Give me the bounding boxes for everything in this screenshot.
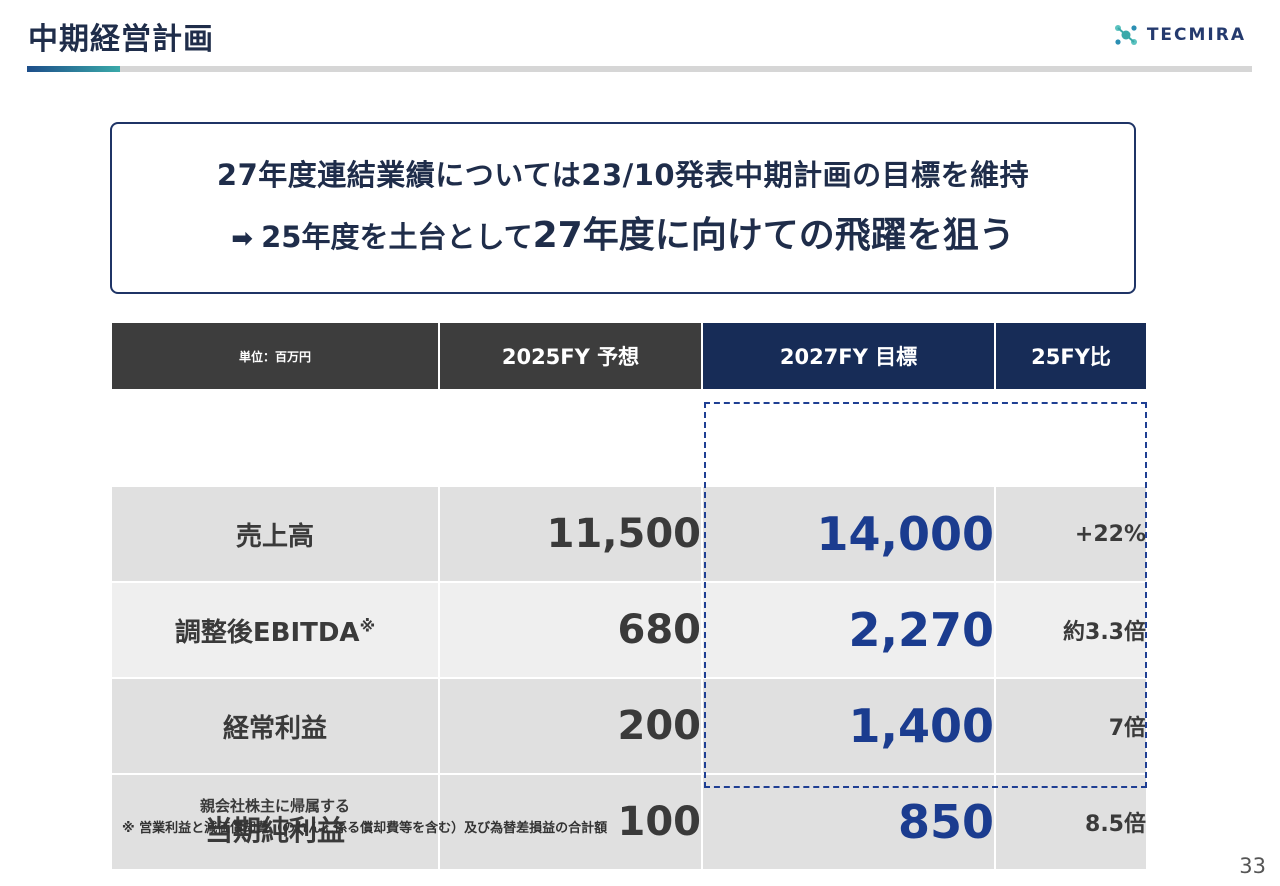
- row-label: 経常利益: [110, 677, 440, 775]
- table-row: 親会社株主に帰属する 当期純利益 100 850 8.5倍: [110, 773, 1148, 871]
- logo-text: TECMIRA: [1146, 25, 1246, 45]
- key-message-line2-part1: 25年度を土台として: [261, 220, 533, 254]
- fy2027-value: 14,000: [701, 485, 996, 583]
- row-label: 売上高: [110, 485, 440, 583]
- key-message-box: 27年度連結業績については23/10発表中期計画の目標を維持 ➡ 25年度を土台と…: [110, 122, 1136, 294]
- tecmira-logo-icon: [1114, 25, 1137, 45]
- row-label-cell: 親会社株主に帰属する 当期純利益: [110, 773, 440, 871]
- fy2025-value: 200: [438, 677, 703, 775]
- table-header-row: 単位：百万円 2025FY 予想 2027FY 目標 25FY比: [110, 321, 1148, 391]
- arrow-right-icon: ➡: [231, 224, 254, 254]
- table-row: 調整後EBITDA※ 680 2,270 約3.3倍: [110, 581, 1148, 679]
- ratio-value: 約3.3倍: [994, 581, 1148, 679]
- page-title: 中期経営計画: [28, 22, 214, 57]
- fy2027-value: 1,400: [701, 677, 996, 775]
- ratio-value: 7倍: [994, 677, 1148, 775]
- table-row: 売上高 11,500 14,000 +22%: [110, 485, 1148, 583]
- header-ratio: 25FY比: [994, 321, 1148, 391]
- footnote-mark: ※: [359, 615, 376, 635]
- header-unit: 単位：百万円: [110, 321, 440, 391]
- key-message-line1: 27年度連結業績については23/10発表中期計画の目標を維持: [216, 158, 1030, 192]
- header-divider: [27, 66, 1252, 72]
- page-number: 33: [1239, 854, 1266, 878]
- header-divider-accent: [27, 66, 120, 72]
- row-sublabel: 親会社株主に帰属する: [199, 797, 350, 815]
- footnote: ※ 営業利益と減価償却費（のれんに係る償却費等を含む）及び為替差損益の合計額: [122, 821, 608, 836]
- fy2025-value: 100: [438, 773, 703, 871]
- fy2025-value: 680: [438, 581, 703, 679]
- company-logo: TECMIRA: [1113, 22, 1246, 48]
- fy2027-value: 2,270: [701, 581, 996, 679]
- row-label-cell: 調整後EBITDA※: [110, 581, 440, 679]
- table-row: 経常利益 200 1,400 7倍: [110, 677, 1148, 775]
- row-label: 調整後EBITDA: [174, 617, 360, 648]
- ratio-value: +22%: [994, 485, 1148, 583]
- header-fy2027: 2027FY 目標: [701, 321, 996, 391]
- key-message-line2: ➡ 25年度を土台として27年度に向けての飛躍を狙う: [112, 206, 1134, 258]
- header-fy2025: 2025FY 予想: [438, 321, 703, 391]
- row-label: 当期純利益: [204, 814, 345, 847]
- fy2027-value: 850: [701, 773, 996, 871]
- plan-table: 単位：百万円 2025FY 予想 2027FY 目標 25FY比 売上高 11,…: [110, 321, 1148, 871]
- table-spacer: [110, 389, 1148, 487]
- key-message-line2-part2: 27年度に向けての飛躍を狙う: [532, 215, 1015, 256]
- fy2025-value: 11,500: [438, 485, 703, 583]
- ratio-value: 8.5倍: [994, 773, 1148, 871]
